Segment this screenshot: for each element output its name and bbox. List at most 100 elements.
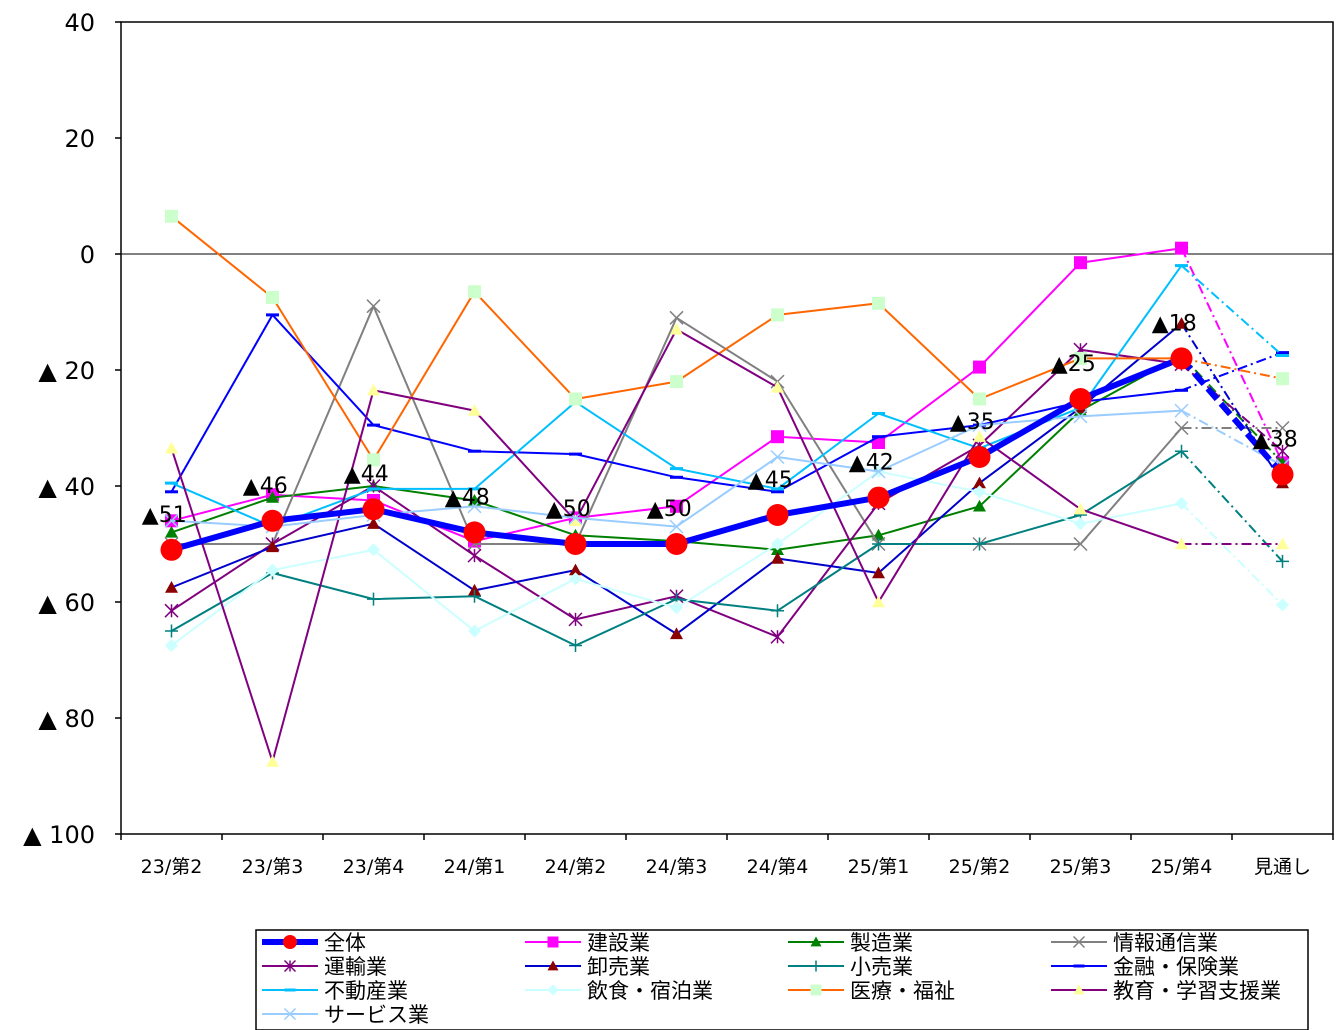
legend-item: 小売業 — [788, 955, 913, 979]
data-point — [564, 533, 587, 555]
data-point — [467, 548, 482, 563]
data-point — [160, 538, 183, 561]
data-point — [463, 521, 486, 544]
data-label: ▲51 — [142, 503, 187, 528]
series-10 — [165, 209, 1289, 467]
data-label: ▲45 — [748, 468, 793, 493]
y-tick-label: ▲ 60 — [38, 589, 95, 617]
data-point — [670, 322, 683, 335]
series-0 — [160, 347, 1294, 561]
legend-marker — [283, 1007, 297, 1021]
data-point — [771, 537, 784, 551]
data-point — [973, 476, 986, 489]
data-point — [1276, 354, 1289, 357]
data-point — [1275, 444, 1290, 459]
legend-box — [255, 929, 1309, 1030]
legend-item: 全体 — [262, 931, 366, 955]
data-point — [1175, 264, 1188, 268]
data-label: ▲48 — [445, 485, 490, 510]
y-tick-label: ▲ 100 — [23, 821, 95, 849]
data-point — [569, 514, 582, 526]
data-point — [973, 430, 986, 442]
legend-marker — [284, 988, 296, 992]
series-group — [160, 209, 1294, 767]
data-point — [872, 412, 885, 415]
data-point — [266, 755, 279, 767]
x-tick-label: 23/第3 — [242, 856, 304, 878]
data-point — [261, 509, 284, 532]
data-point — [467, 499, 482, 514]
data-point — [367, 543, 380, 557]
data-point — [367, 487, 380, 491]
data-point — [1174, 403, 1189, 418]
data-point — [1175, 388, 1188, 392]
data-point — [266, 291, 279, 304]
series-projection-line — [1180, 502, 1284, 606]
data-point — [1074, 517, 1087, 531]
data-point — [665, 533, 688, 555]
y-tick-label: 0 — [80, 241, 95, 269]
data-point — [165, 525, 178, 538]
data-point — [872, 296, 885, 310]
data-point — [1074, 502, 1087, 515]
series-7 — [165, 313, 1289, 494]
series-projection-line — [1180, 264, 1284, 357]
series-projection-line — [1179, 356, 1285, 477]
legend-label: 飲食・宿泊業 — [587, 979, 713, 1003]
legend-item: 教育・学習支援業 — [1051, 979, 1281, 1003]
data-point — [670, 499, 683, 513]
legend-marker — [1073, 964, 1085, 968]
data-point — [367, 383, 380, 396]
data-point — [266, 491, 279, 503]
y-tick-label: 20 — [64, 125, 95, 153]
data-point — [771, 430, 784, 444]
data-point — [872, 595, 885, 608]
data-point — [1175, 241, 1188, 255]
data-point — [165, 639, 178, 652]
data-point — [1170, 347, 1193, 370]
legend-marker — [1073, 984, 1085, 995]
data-point — [771, 490, 784, 494]
data-point — [367, 592, 380, 606]
data-label: ▲35 — [950, 410, 995, 435]
data-point — [871, 464, 886, 479]
legend-item: 医療・福祉 — [788, 979, 955, 1003]
data-point — [266, 540, 279, 553]
data-point — [968, 446, 991, 468]
data-point — [165, 581, 178, 593]
data-point — [670, 627, 683, 640]
data-point — [1074, 351, 1087, 365]
data-point — [569, 392, 582, 406]
data-point — [569, 452, 582, 456]
data-labels: ▲51 ▲46 ▲44 ▲48 ▲50 ▲50 ▲45 ▲42 ▲35 ▲25 ▲18 ▲38 — [142, 311, 1298, 527]
data-point — [771, 308, 784, 322]
data-label: ▲46 — [243, 474, 288, 499]
legend-item: 建設業 — [525, 931, 650, 955]
data-point — [771, 487, 784, 491]
x-tick-label: 23/第4 — [343, 856, 405, 878]
legend-marker — [1072, 935, 1086, 949]
legend-label: 教育・学習支援業 — [1113, 979, 1281, 1003]
data-point — [1175, 444, 1188, 458]
data-point — [972, 418, 987, 433]
data-point — [266, 313, 279, 317]
x-tick-label: 24/第4 — [747, 856, 809, 878]
data-point — [872, 566, 885, 579]
series-9 — [165, 465, 1289, 652]
legend-label: 製造業 — [850, 931, 913, 955]
data-point — [165, 490, 178, 494]
series-projection-line — [1181, 351, 1283, 392]
legend-item: 卸売業 — [525, 955, 650, 979]
data-point — [1276, 351, 1289, 355]
data-point — [266, 563, 279, 577]
x-tick-label: 24/第3 — [646, 856, 708, 878]
legend-label: 運輸業 — [324, 955, 387, 979]
data-point — [973, 360, 986, 374]
data-label: ▲44 — [344, 462, 389, 487]
data-point — [973, 392, 986, 406]
data-point — [670, 601, 683, 615]
series-line — [170, 313, 1182, 493]
data-point — [569, 572, 582, 586]
y-tick-label: ▲ 20 — [38, 357, 95, 385]
data-point — [468, 404, 481, 416]
